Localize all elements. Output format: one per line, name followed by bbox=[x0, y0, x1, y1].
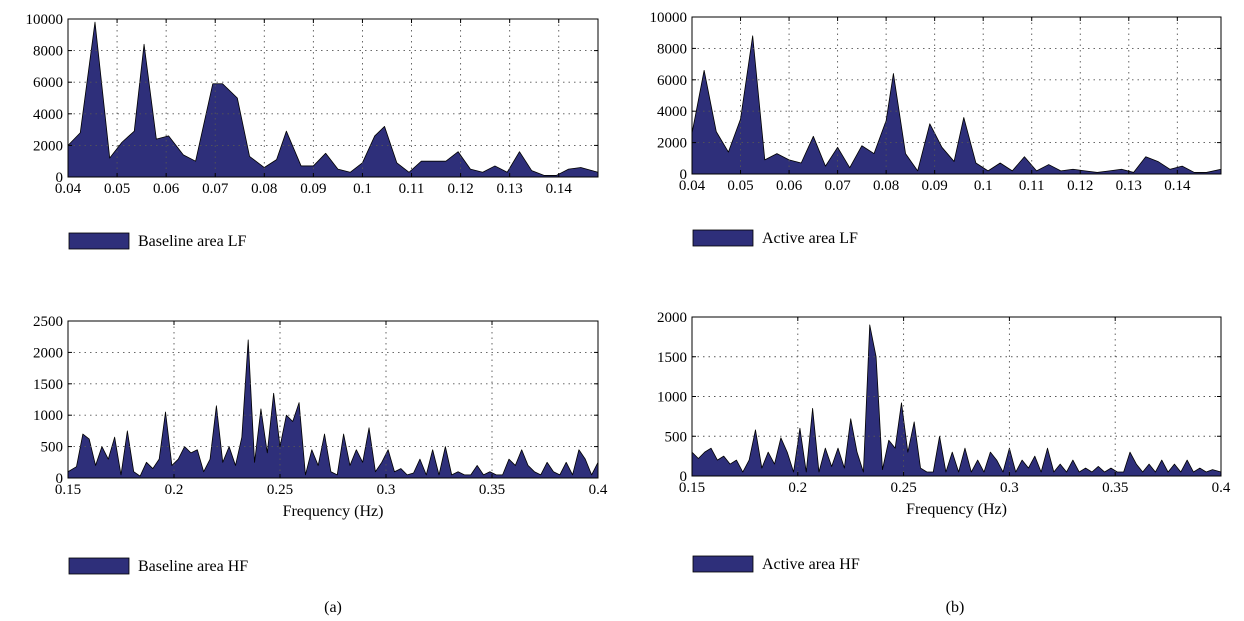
legend-swatch bbox=[68, 232, 130, 250]
x-tick-label: 0.2 bbox=[788, 480, 807, 496]
y-tick-label: 8000 bbox=[657, 41, 687, 57]
y-tick-label: 2000 bbox=[657, 310, 687, 326]
legend: Baseline area HF bbox=[68, 557, 248, 575]
x-tick-label: 0.15 bbox=[55, 482, 81, 498]
y-tick-label: 500 bbox=[41, 440, 64, 456]
x-tick-label: 0.4 bbox=[589, 482, 608, 498]
series-area bbox=[67, 339, 599, 479]
y-tick-label: 1000 bbox=[657, 390, 687, 406]
caption-a: (a) bbox=[324, 599, 342, 616]
y-tick-label: 0 bbox=[56, 170, 64, 186]
x-tick-label: 0.25 bbox=[267, 482, 293, 498]
x-tick-label: 0.05 bbox=[727, 178, 753, 194]
y-tick-label: 4000 bbox=[33, 107, 63, 123]
legend-swatch bbox=[68, 557, 130, 575]
y-tick-label: 10000 bbox=[26, 12, 64, 28]
series-area bbox=[691, 35, 1222, 175]
legend-label: Baseline area LF bbox=[138, 233, 247, 250]
x-tick-label: 0.14 bbox=[546, 181, 573, 197]
y-tick-label: 0 bbox=[680, 469, 688, 485]
x-axis-label: Frequency (Hz) bbox=[283, 503, 384, 520]
x-tick-label: 0.06 bbox=[776, 178, 803, 194]
chart-active-lf: 0.04 0.05 0.06 0.07 0.08 0.09 0.1 0.11 0.12 0.13 0… bbox=[650, 10, 1222, 247]
x-tick-label: 0.07 bbox=[824, 178, 851, 194]
x-tick-label: 0.13 bbox=[1116, 178, 1142, 194]
y-tick-label: 4000 bbox=[657, 104, 687, 120]
y-tick-label: 1500 bbox=[33, 377, 63, 393]
x-tick-label: 0.11 bbox=[1019, 178, 1045, 194]
y-tick-label: 2000 bbox=[657, 136, 687, 152]
chart-baseline-hf: 0.15 0.2 0.25 0.3 0.35 0.4 0 500 1000 1500 2000 250… bbox=[33, 314, 608, 575]
legend: Baseline area LF bbox=[68, 232, 247, 250]
chart-baseline-lf: 0.04 0.05 0.06 0.07 0.08 0.09 0.1 0.11 0.12 0.13 0… bbox=[26, 12, 599, 250]
caption-b: (b) bbox=[946, 599, 965, 616]
legend: Active area LF bbox=[692, 229, 858, 247]
legend-swatch bbox=[692, 229, 754, 247]
x-tick-label: 0.35 bbox=[1102, 480, 1128, 496]
y-tick-label: 6000 bbox=[33, 75, 63, 91]
y-tick-label: 500 bbox=[665, 429, 688, 445]
x-tick-label: 0.09 bbox=[300, 181, 326, 197]
x-tick-label: 0.12 bbox=[447, 181, 473, 197]
x-tick-label: 0.08 bbox=[873, 178, 899, 194]
legend-label: Active area HF bbox=[762, 556, 860, 573]
x-tick-label: 0.13 bbox=[497, 181, 523, 197]
x-tick-label: 0.2 bbox=[165, 482, 184, 498]
y-tick-label: 2000 bbox=[33, 345, 63, 361]
y-tick-label: 2500 bbox=[33, 314, 63, 330]
x-tick-label: 0.09 bbox=[922, 178, 948, 194]
x-axis-label: Frequency (Hz) bbox=[906, 501, 1007, 518]
x-tick-label: 0.4 bbox=[1212, 480, 1231, 496]
legend: Active area HF bbox=[692, 555, 860, 573]
x-tick-label: 0.3 bbox=[377, 482, 396, 498]
legend-swatch bbox=[692, 555, 754, 573]
y-tick-label: 6000 bbox=[657, 73, 687, 89]
x-tick-label: 0.35 bbox=[479, 482, 505, 498]
x-tick-label: 0.3 bbox=[1000, 480, 1019, 496]
x-tick-label: 0.11 bbox=[399, 181, 425, 197]
x-tick-label: 0.1 bbox=[353, 181, 372, 197]
y-tick-label: 1500 bbox=[657, 350, 687, 366]
x-tick-label: 0.15 bbox=[679, 480, 705, 496]
x-tick-label: 0.1 bbox=[974, 178, 993, 194]
x-tick-label: 0.04 bbox=[679, 178, 706, 194]
x-tick-label: 0.14 bbox=[1164, 178, 1191, 194]
x-tick-label: 0.05 bbox=[104, 181, 130, 197]
y-tick-label: 0 bbox=[56, 471, 64, 487]
x-tick-label: 0.25 bbox=[890, 480, 916, 496]
y-tick-label: 1000 bbox=[33, 408, 63, 424]
x-tick-label: 0.12 bbox=[1067, 178, 1093, 194]
chart-active-hf: 0.15 0.2 0.25 0.3 0.35 0.4 0 500 1000 1500 2000 Fre… bbox=[657, 310, 1231, 573]
plot-frame bbox=[67, 18, 599, 178]
plot-frame bbox=[691, 16, 1222, 175]
plot-frame bbox=[67, 320, 599, 479]
x-tick-label: 0.06 bbox=[153, 181, 180, 197]
x-tick-label: 0.08 bbox=[251, 181, 277, 197]
x-tick-label: 0.07 bbox=[202, 181, 229, 197]
series-area bbox=[67, 21, 599, 178]
legend-label: Active area LF bbox=[762, 230, 858, 247]
y-tick-label: 10000 bbox=[650, 10, 688, 26]
legend-label: Baseline area HF bbox=[138, 558, 248, 575]
x-tick-label: 0.04 bbox=[55, 181, 82, 197]
series-area bbox=[691, 324, 1222, 477]
y-tick-label: 8000 bbox=[33, 44, 63, 60]
y-tick-label: 2000 bbox=[33, 138, 63, 154]
y-tick-label: 0 bbox=[680, 167, 688, 183]
